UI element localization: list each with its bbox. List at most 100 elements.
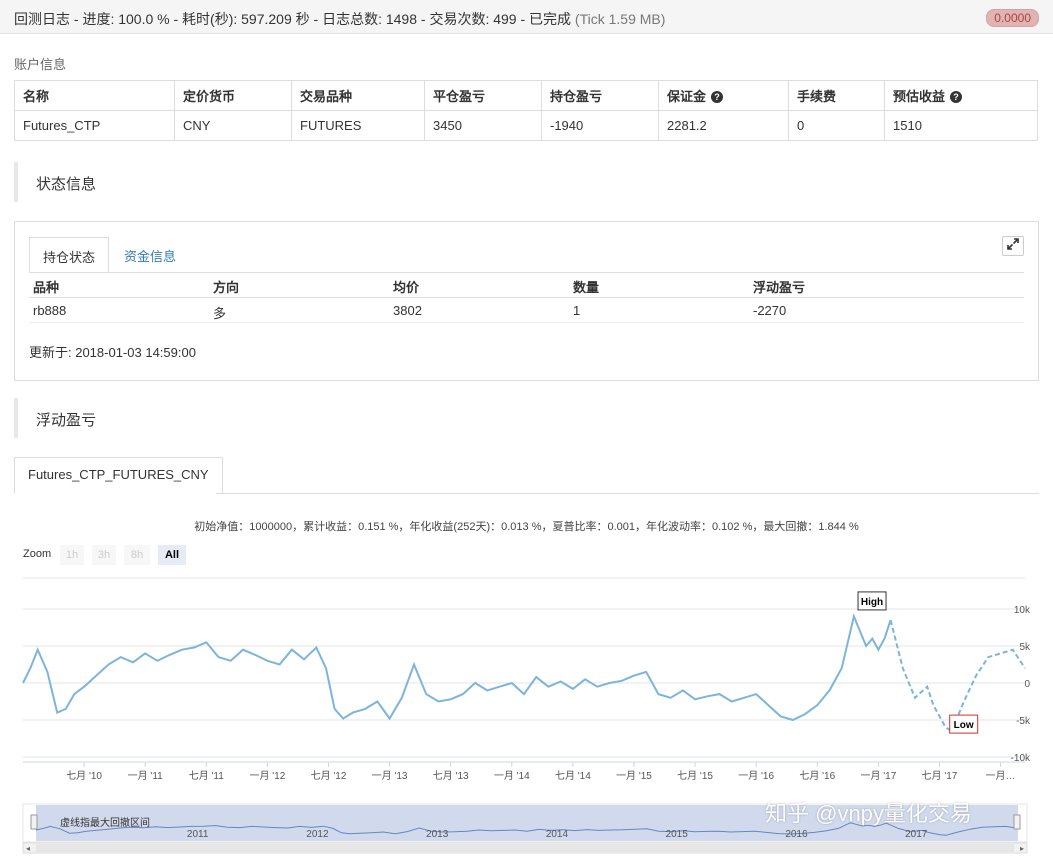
col-closed-pnl: 平仓盈亏 (424, 80, 542, 111)
navigator-label: 虚线指最大回撤区间 (60, 816, 150, 829)
updated-time: 更新于: 2018-01-03 14:59:00 (29, 345, 196, 360)
col-position-pnl: 持仓盈亏 (541, 80, 659, 111)
x-tick-label: 七月 '17 (922, 770, 958, 782)
pnl-series-line (22, 613, 892, 722)
marker-flag (949, 714, 979, 734)
y-tick-label: 0 (1024, 679, 1030, 690)
col-est-profit: 预估收益? (884, 80, 1038, 111)
pnl-heading: 浮动盈亏 (14, 398, 1038, 438)
account-header-row: 名称 定价货币 交易品种 平仓盈亏 持仓盈亏 保证金? 手续费 预估收益? (14, 80, 1038, 111)
navigator-year-label: 2015 (666, 829, 689, 840)
x-tick-label: 七月 '16 (799, 770, 835, 782)
x-tick-label: 一月 '12 (249, 770, 285, 782)
y-tick-label: 10k (1014, 605, 1031, 616)
help-icon[interactable]: ? (950, 91, 963, 103)
x-tick-label: 七月 '12 (311, 770, 347, 782)
status-heading-text: 状态信息 (36, 176, 97, 193)
zoom-8h-button[interactable]: 8h (124, 545, 150, 565)
x-tick-label: 一月 '14 (494, 770, 530, 782)
zoom-3h-button[interactable]: 3h (92, 545, 116, 565)
navigator-year-label: 2016 (785, 829, 808, 840)
profit-badge: 0.0000 (986, 9, 1039, 27)
tab-futures-ctp[interactable]: Futures_CTP_FUTURES_CNY (14, 457, 223, 494)
col-margin: 保证金? (658, 80, 789, 111)
navigator-year-label: 2012 (306, 829, 329, 840)
marker-flag (857, 591, 887, 611)
x-tick-label: 一月… (986, 770, 1016, 782)
col-instrument: 品种 (33, 280, 60, 295)
account-info-label: 账户信息 (14, 57, 67, 72)
max-drawdown-series-line (889, 619, 1026, 733)
cell-instrument: rb888 (33, 303, 67, 318)
navigator-year-label: 2014 (546, 829, 569, 840)
tick-size: (Tick 1.59 MB) (574, 11, 666, 27)
navigator-year-label: 2017 (905, 829, 928, 840)
tab-divider (216, 493, 1039, 494)
col-symbol: 交易品种 (291, 80, 425, 111)
col-avg-price: 均价 (393, 280, 420, 295)
x-tick-label: 一月 '13 (372, 770, 408, 782)
divider (29, 297, 1024, 298)
cell-currency: CNY (174, 110, 292, 141)
status-heading: 状态信息 (14, 162, 1038, 202)
navigator-year-label: 2013 (426, 829, 449, 840)
tab-funds[interactable]: 资金信息 (124, 249, 177, 264)
x-tick-label: 七月 '14 (555, 770, 591, 782)
high-marker-label: High (861, 597, 883, 608)
zoom-1h-button[interactable]: 1h (60, 545, 84, 565)
top-bar: 回测日志 - 进度: 100.0 % - 耗时(秒): 597.209 秒 - … (0, 0, 1053, 34)
cell-position-pnl: -1940 (541, 110, 659, 141)
zoom-label: Zoom (23, 548, 52, 560)
col-direction: 方向 (213, 280, 240, 295)
cell-symbol: FUTURES (291, 110, 425, 141)
col-quantity: 数量 (573, 280, 600, 295)
pnl-heading-text: 浮动盈亏 (36, 412, 97, 429)
status-panel: 持仓状态 资金信息 品种 方向 均价 数量 浮动盈亏 rb888 多 3802 … (14, 221, 1039, 381)
col-currency: 定价货币 (174, 80, 292, 111)
col-name: 名称 (14, 80, 175, 111)
cell-fee: 0 (788, 110, 885, 141)
cell-direction: 多 (213, 306, 227, 321)
backtest-log-title: 回测日志 - 进度: 100.0 % - 耗时(秒): 597.209 秒 - … (14, 9, 665, 29)
col-fee: 手续费 (788, 80, 885, 111)
chart-subtitle: 初始净值：1000000，累计收益：0.151 %，年化收益(252天)：0.0… (194, 521, 859, 533)
x-tick-label: 一月 '15 (616, 770, 652, 782)
x-tick-label: 七月 '15 (677, 770, 713, 782)
cell-float-pnl: -2270 (753, 303, 787, 318)
scroll-right-arrow: ▸ (1020, 844, 1024, 853)
x-tick-label: 一月 '11 (128, 770, 164, 782)
navigator-handle-left (30, 814, 38, 830)
scroll-left-arrow: ◂ (26, 844, 30, 853)
y-tick-label: 5k (1019, 642, 1031, 653)
help-icon[interactable]: ? (711, 91, 724, 103)
cell-quantity: 1 (573, 303, 581, 318)
table-row: Futures_CTP CNY FUTURES 3450 -1940 2281.… (14, 110, 1038, 141)
expand-icon (1007, 238, 1019, 250)
y-tick-label: -10k (1011, 753, 1031, 764)
scrollbar-track (22, 842, 1028, 854)
scrollbar-thumb (36, 844, 1014, 852)
cell-name: Futures_CTP (14, 110, 175, 141)
x-tick-label: 一月 '16 (738, 770, 774, 782)
tab-divider (29, 272, 1024, 273)
cell-closed-pnl: 3450 (424, 110, 542, 141)
x-tick-label: 一月 '17 (860, 770, 896, 782)
x-tick-label: 七月 '10 (66, 770, 102, 782)
cell-est-profit: 1510 (884, 110, 1038, 141)
tab-positions[interactable]: 持仓状态 (29, 237, 110, 273)
watermark-text: 知乎 @vnpy量化交易 (765, 801, 972, 826)
backtest-summary: 回测日志 - 进度: 100.0 % - 耗时(秒): 597.209 秒 - … (14, 11, 572, 27)
x-tick-label: 七月 '11 (189, 770, 225, 782)
col-float-pnl: 浮动盈亏 (753, 280, 806, 295)
expand-button[interactable] (1002, 236, 1024, 256)
account-table: 名称 定价货币 交易品种 平仓盈亏 持仓盈亏 保证金? 手续费 预估收益? Fu… (14, 80, 1038, 141)
cell-avg-price: 3802 (393, 303, 422, 318)
y-tick-label: -5k (1016, 716, 1031, 727)
low-marker-label: Low (954, 720, 974, 731)
navigator-year-label: 2011 (187, 829, 209, 840)
x-tick-label: 七月 '13 (433, 770, 469, 782)
cell-margin: 2281.2 (658, 110, 789, 141)
divider (29, 322, 1024, 323)
zoom-all-button[interactable]: All (158, 545, 186, 565)
navigator-handle-right (1013, 814, 1021, 830)
